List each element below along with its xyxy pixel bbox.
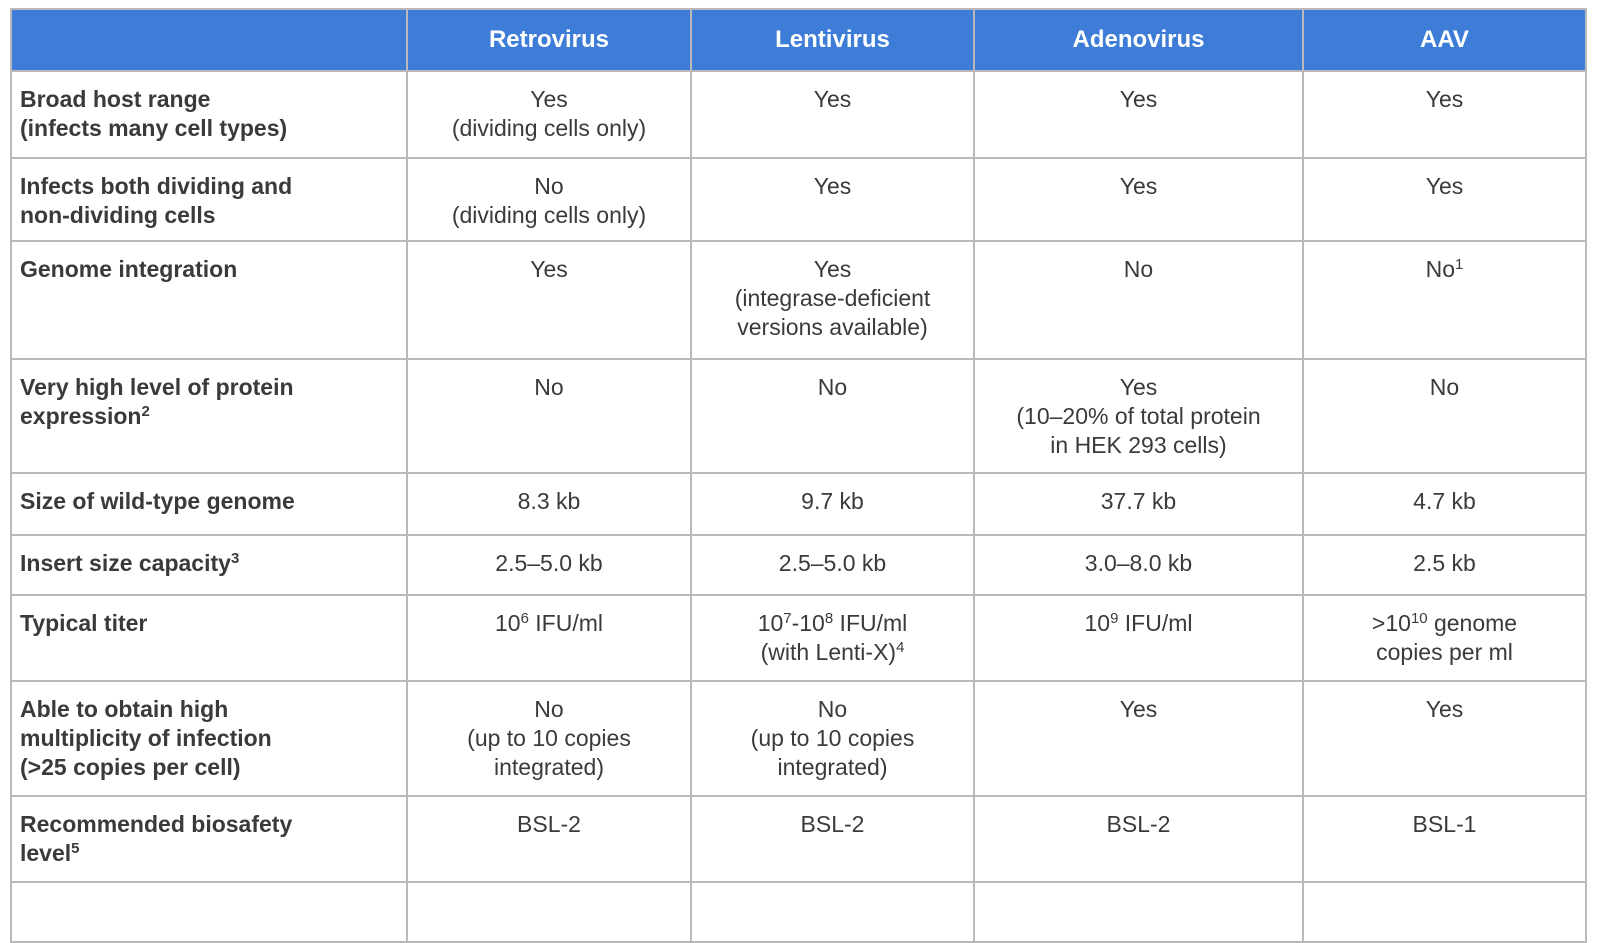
row-label: Size of wild-type genome [10, 472, 408, 536]
table-cell: BSL-2 [406, 795, 692, 883]
table-row-partial [10, 881, 1587, 943]
table-cell [690, 881, 975, 943]
table-cell: BSL-2 [973, 795, 1304, 883]
table-cell: BSL-2 [690, 795, 975, 883]
table-cell [406, 881, 692, 943]
table-cell: Yes [973, 70, 1304, 159]
table-row: Broad host range (infects many cell types… [10, 70, 1587, 159]
table-row: Typical titer 106 IFU/ml 107-108 IFU/ml(… [10, 594, 1587, 682]
table-cell: Yes [1302, 157, 1587, 242]
table-cell: No (dividing cells only) [406, 157, 692, 242]
table-cell: 106 IFU/ml [406, 594, 692, 682]
table-cell: >1010 genome copies per ml [1302, 594, 1587, 682]
table-row: Insert size capacity3 2.5–5.0 kb 2.5–5.0… [10, 534, 1587, 596]
row-label: Very high level of protein expression2 [10, 358, 408, 474]
table-row: Able to obtain high multiplicity of infec… [10, 680, 1587, 797]
table-cell: No1 [1302, 240, 1587, 360]
table-cell: No [1302, 358, 1587, 474]
table-row: Infects both dividing and non-dividing ce… [10, 157, 1587, 242]
row-label: Able to obtain high multiplicity of infec… [10, 680, 408, 797]
table-cell: 9.7 kb [690, 472, 975, 536]
row-label: Infects both dividing and non-dividing ce… [10, 157, 408, 242]
column-header-blank [10, 8, 408, 72]
table-cell: No [973, 240, 1304, 360]
table-cell [973, 881, 1304, 943]
table-cell: No (up to 10 copies integrated) [690, 680, 975, 797]
viral-vector-comparison-table: Retrovirus Lentivirus Adenovirus AAV Bro… [10, 8, 1587, 943]
table-cell: 3.0–8.0 kb [973, 534, 1304, 596]
row-label: Broad host range (infects many cell types… [10, 70, 408, 159]
table-cell: 2.5 kb [1302, 534, 1587, 596]
comparison-table: Retrovirus Lentivirus Adenovirus AAV Bro… [10, 8, 1587, 943]
table-cell: Yes (integrase-deficient versions availabl… [690, 240, 975, 360]
table-row: Very high level of protein expression2 No… [10, 358, 1587, 474]
table-row: Recommended biosafety level5 BSL-2 BSL-2 … [10, 795, 1587, 883]
table-cell: No [690, 358, 975, 474]
table-row: Genome integration Yes Yes (integrase-def… [10, 240, 1587, 360]
table-row: Size of wild-type genome 8.3 kb 9.7 kb 3… [10, 472, 1587, 536]
column-header-aav: AAV [1302, 8, 1587, 72]
table-cell: 2.5–5.0 kb [406, 534, 692, 596]
table-cell: 4.7 kb [1302, 472, 1587, 536]
table-cell: No [406, 358, 692, 474]
table-cell: 107-108 IFU/ml (with Lenti-X)4 [690, 594, 975, 682]
column-header-retrovirus: Retrovirus [406, 8, 692, 72]
table-cell: 37.7 kb [973, 472, 1304, 536]
table-cell: 8.3 kb [406, 472, 692, 536]
table-cell: Yes [1302, 70, 1587, 159]
row-label: Recommended biosafety level5 [10, 795, 408, 883]
table-cell: 2.5–5.0 kb [690, 534, 975, 596]
row-label [10, 881, 408, 943]
table-cell: Yes [690, 70, 975, 159]
table-cell: Yes (dividing cells only) [406, 70, 692, 159]
column-header-lentivirus: Lentivirus [690, 8, 975, 72]
table-cell: Yes [973, 680, 1304, 797]
table-cell: No (up to 10 copies integrated) [406, 680, 692, 797]
table-cell: Yes [406, 240, 692, 360]
table-cell [1302, 881, 1587, 943]
row-label: Typical titer [10, 594, 408, 682]
table-cell: Yes [1302, 680, 1587, 797]
table-cell: 109 IFU/ml [973, 594, 1304, 682]
row-label: Genome integration [10, 240, 408, 360]
table-cell: Yes [690, 157, 975, 242]
header-row: Retrovirus Lentivirus Adenovirus AAV [10, 8, 1587, 72]
table-cell: Yes [973, 157, 1304, 242]
table-cell: BSL-1 [1302, 795, 1587, 883]
table-cell: Yes (10–20% of total protein in HEK 293 ce… [973, 358, 1304, 474]
row-label: Insert size capacity3 [10, 534, 408, 596]
column-header-adenovirus: Adenovirus [973, 8, 1304, 72]
